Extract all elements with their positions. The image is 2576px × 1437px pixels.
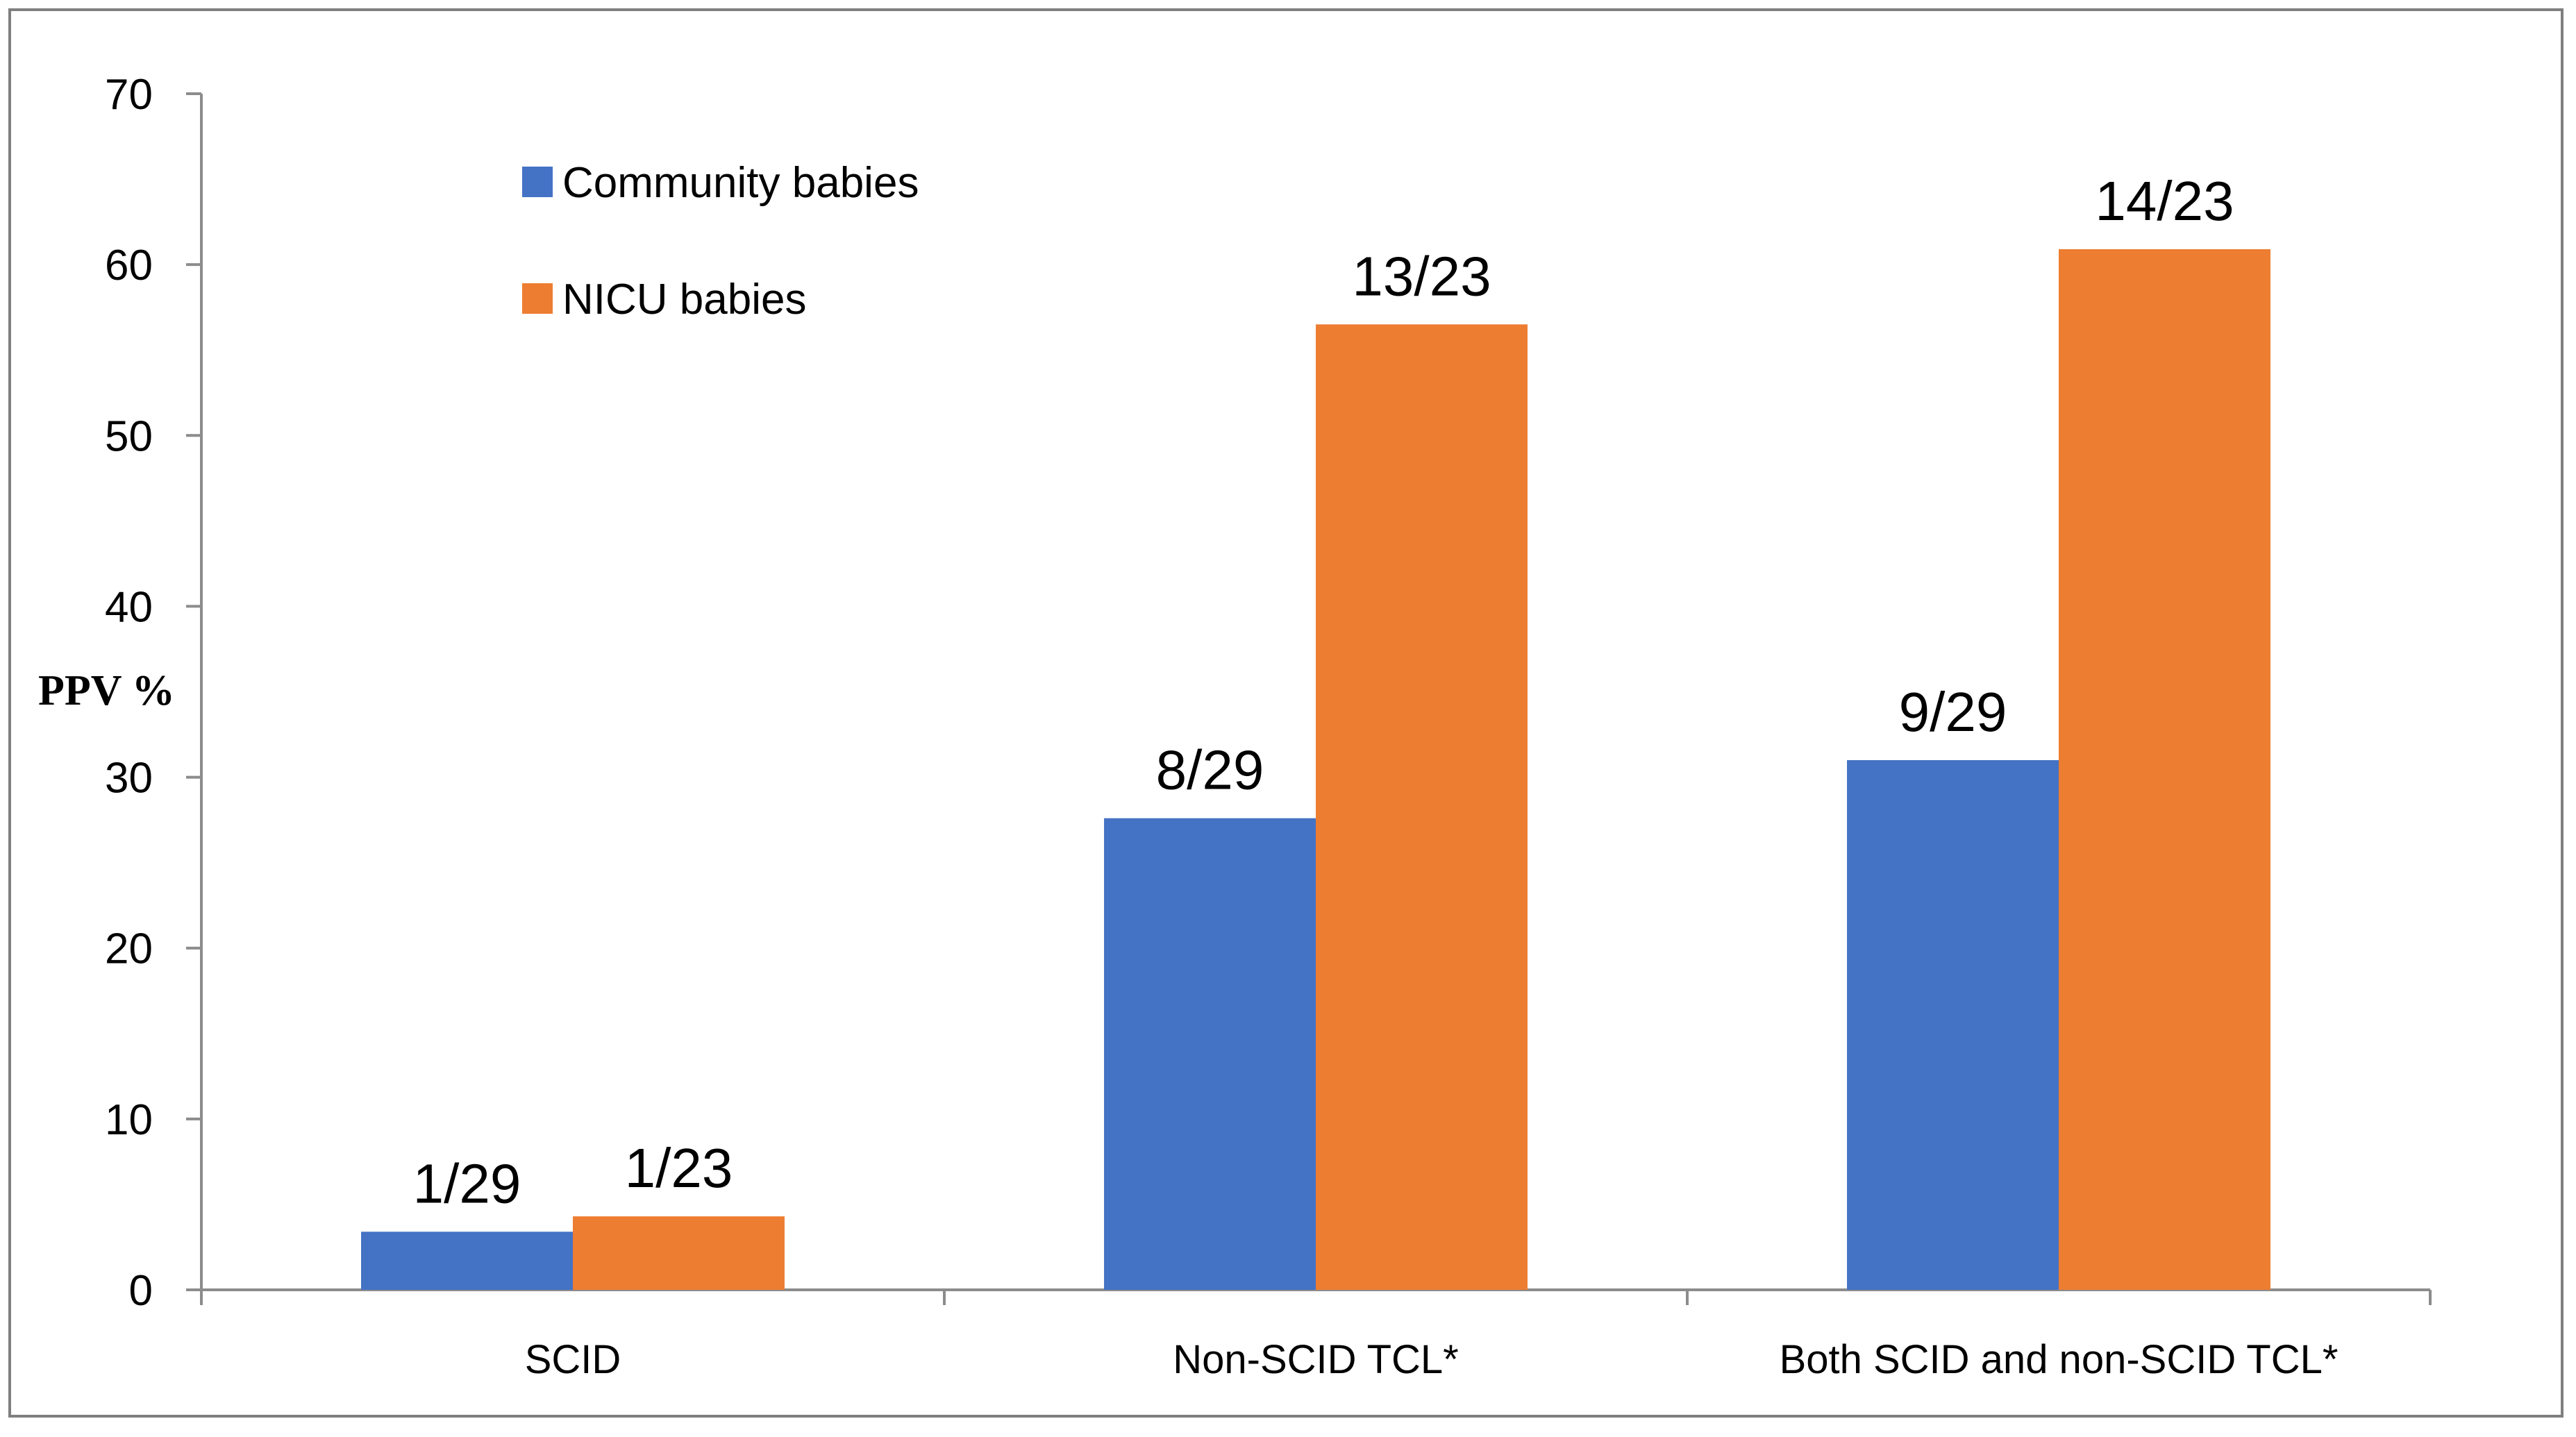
data-label: 14/23 (2095, 170, 2234, 232)
bar-nicu (1316, 324, 1528, 1290)
y-tick-label: 30 (105, 755, 153, 802)
data-label: 13/23 (1352, 245, 1491, 307)
bars (361, 249, 2270, 1290)
data-label: 9/29 (1899, 681, 2007, 743)
x-category-label: Both SCID and non-SCID TCL* (1780, 1337, 2339, 1382)
bar-community (1847, 759, 2059, 1290)
y-tick-label: 40 (105, 583, 153, 631)
bar-community (361, 1232, 573, 1290)
y-tick-label: 0 (129, 1267, 153, 1315)
legend-label: NICU babies (562, 276, 806, 323)
bar-community (1104, 818, 1316, 1290)
bar-nicu (573, 1216, 785, 1290)
legend: Community babies NICU babies (522, 159, 919, 323)
data-label: 8/29 (1156, 739, 1264, 801)
data-label: 1/29 (413, 1152, 521, 1214)
bar-nicu (2059, 249, 2270, 1290)
y-tick-label: 50 (105, 412, 153, 460)
y-tick-label: 20 (105, 925, 153, 973)
legend-swatch (522, 167, 553, 197)
legend-swatch (522, 283, 553, 314)
y-tick-label: 70 (105, 71, 153, 119)
y-tick-label: 60 (105, 242, 153, 289)
y-axis-title: PPV % (38, 667, 175, 714)
legend-label: Community babies (562, 159, 919, 207)
data-labels: 1/29 1/23 8/29 13/23 9/29 14/23 (413, 170, 2234, 1214)
x-category-label: SCID (525, 1337, 621, 1382)
data-label: 1/23 (625, 1137, 733, 1199)
y-tick-label: 10 (105, 1096, 153, 1144)
x-category-label: Non-SCID TCL* (1173, 1337, 1459, 1382)
